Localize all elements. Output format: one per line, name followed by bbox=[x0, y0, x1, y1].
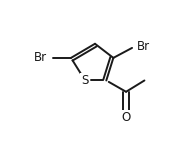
Text: Br: Br bbox=[137, 40, 150, 53]
Text: S: S bbox=[82, 74, 89, 87]
Text: O: O bbox=[121, 111, 131, 124]
Text: Br: Br bbox=[34, 51, 47, 64]
